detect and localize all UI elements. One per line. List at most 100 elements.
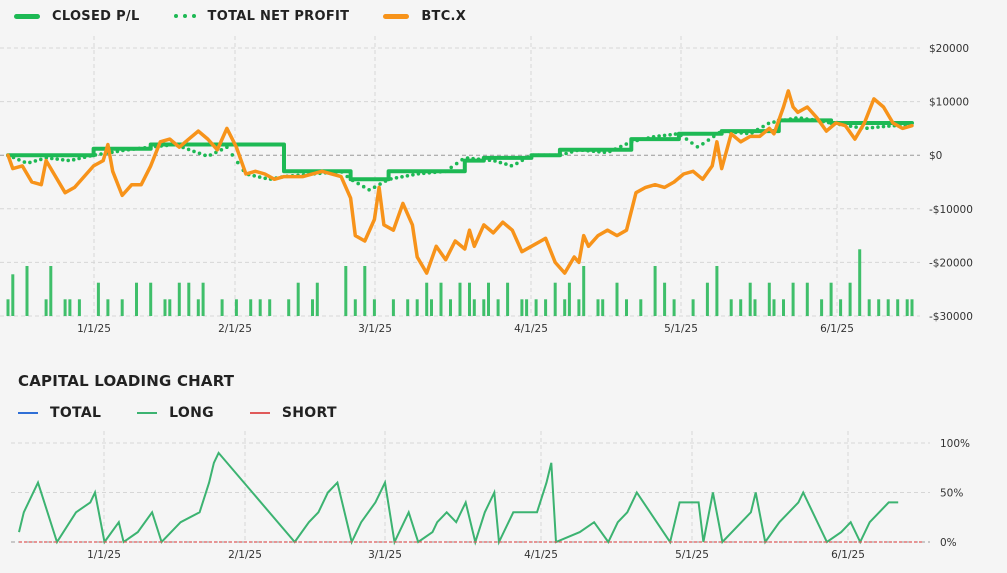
trade-bar [106,299,110,316]
trade-bar [596,299,600,316]
y-tick-label: 100% [940,438,970,450]
trade-bar [472,299,476,316]
x-tick-label: 5/1/25 [675,549,709,561]
total-net-profit-dot [580,148,585,152]
total-net-profit-dot [870,125,875,130]
legend-total-net-profit[interactable]: TOTAL NET PROFIT [173,9,350,24]
total-net-profit-dot [542,153,546,157]
trade-bar [839,299,843,316]
legend-total[interactable]: TOTAL [18,405,101,421]
trade-bar [858,249,862,316]
total-net-profit-dot [520,158,525,163]
total-net-profit-dot [389,177,393,181]
trade-bar [691,299,695,316]
trade-bar [782,299,785,316]
total-net-profit-dot [143,146,147,150]
trade-bar [601,299,605,316]
y-tick-label: $10000 [929,97,969,109]
total-net-profit-dot [422,171,426,176]
total-net-profit-dot [487,158,492,162]
y-tick-label: -$30000 [929,311,973,323]
legend-label-total-net-profit: TOTAL NET PROFIT [207,9,350,24]
total-net-profit-dot [17,158,21,162]
trade-bar [506,282,510,316]
total-net-profit-dot [427,171,432,175]
capital-loading-chart[interactable]: 100% 50% 0% 1/1/25 2/1/25 3/1/25 4/1/25 5/1/25 6… [11,431,970,561]
trade-bar [525,299,529,316]
trade-bar [353,299,357,316]
trade-bar [625,299,628,316]
trade-bar [315,282,319,316]
pnl-chart[interactable]: $20000 $10000 $0 -$10000 -$20000 -$30000 1/1/2… [0,36,973,335]
total-net-profit-dot [115,149,120,154]
total-net-profit-dot [646,136,650,140]
legend-label-long: LONG [169,405,214,421]
total-net-profit-dot [624,142,629,146]
trade-bar [287,299,291,316]
legend-long[interactable]: LONG [137,405,214,421]
total-net-profit-dot [66,158,70,163]
total-net-profit-dot [635,138,639,143]
trade-bar [406,299,410,316]
x-tick-label: 6/1/25 [831,549,865,561]
total-net-profit-dot [602,150,607,154]
trade-bar [487,282,490,316]
trade-bar [201,282,205,316]
total-net-profit-dot [39,157,43,162]
trade-bar [582,266,586,316]
total-net-profit-dot [739,131,743,135]
trade-bar [753,299,757,316]
trade-bar [439,282,443,316]
legend-closed-pl[interactable]: CLOSED P/L [14,9,140,24]
total-net-profit-dot [164,143,169,148]
trade-bar [363,266,367,316]
total-net-profit-dot [22,160,27,164]
total-net-profit-dot [515,161,519,166]
trade-bar [820,299,824,316]
total-net-profit-dot [887,124,891,128]
x-tick-label: 2/1/25 [218,323,252,335]
trade-bar [196,299,200,316]
legend-btc[interactable]: BTC.X [383,9,466,24]
total-net-profit-dot [788,117,793,121]
total-net-profit-dot [504,162,508,166]
total-net-profit-dot [214,150,218,155]
total-net-profit-dot [186,147,191,152]
total-net-profit-dot [575,148,579,153]
trade-bar [149,282,153,316]
legend-label-btc: BTC.X [421,9,467,24]
total-net-profit-dot [340,170,344,174]
total-net-profit-dot [569,150,574,154]
trade-bar [482,299,486,316]
total-net-profit-dot [471,156,475,161]
total-net-profit-dot [411,173,415,177]
trade-bar [534,299,538,316]
total-net-profit-dot [93,153,98,157]
trade-bar [563,299,567,316]
total-net-profit-dot [28,160,32,165]
total-net-profit-dot [586,148,590,153]
total-net-profit-dot [88,154,92,158]
trade-bar [653,266,657,316]
trade-bar [672,299,676,316]
total-net-profit-dot [651,135,656,139]
total-net-profit-dot [783,118,787,122]
total-net-profit-dot [613,147,618,151]
total-net-profit-dot [509,163,514,168]
total-net-profit-dot [44,156,49,160]
total-net-profit-dot [640,137,645,141]
trade-bar [258,299,262,316]
total-net-profit-dot [372,185,377,189]
total-net-profit-dot [33,159,38,163]
trade-bar [220,299,224,316]
trade-bar [249,299,253,316]
trade-bar [715,266,719,316]
trade-bar [96,282,100,316]
legend-short[interactable]: SHORT [249,405,337,421]
trade-bar [496,299,500,316]
total-net-profit-dot [848,124,853,128]
total-net-profit-dot [799,116,804,120]
total-net-profit-dot [498,160,503,165]
total-net-profit-dot [148,145,153,149]
trade-bar [135,282,138,316]
